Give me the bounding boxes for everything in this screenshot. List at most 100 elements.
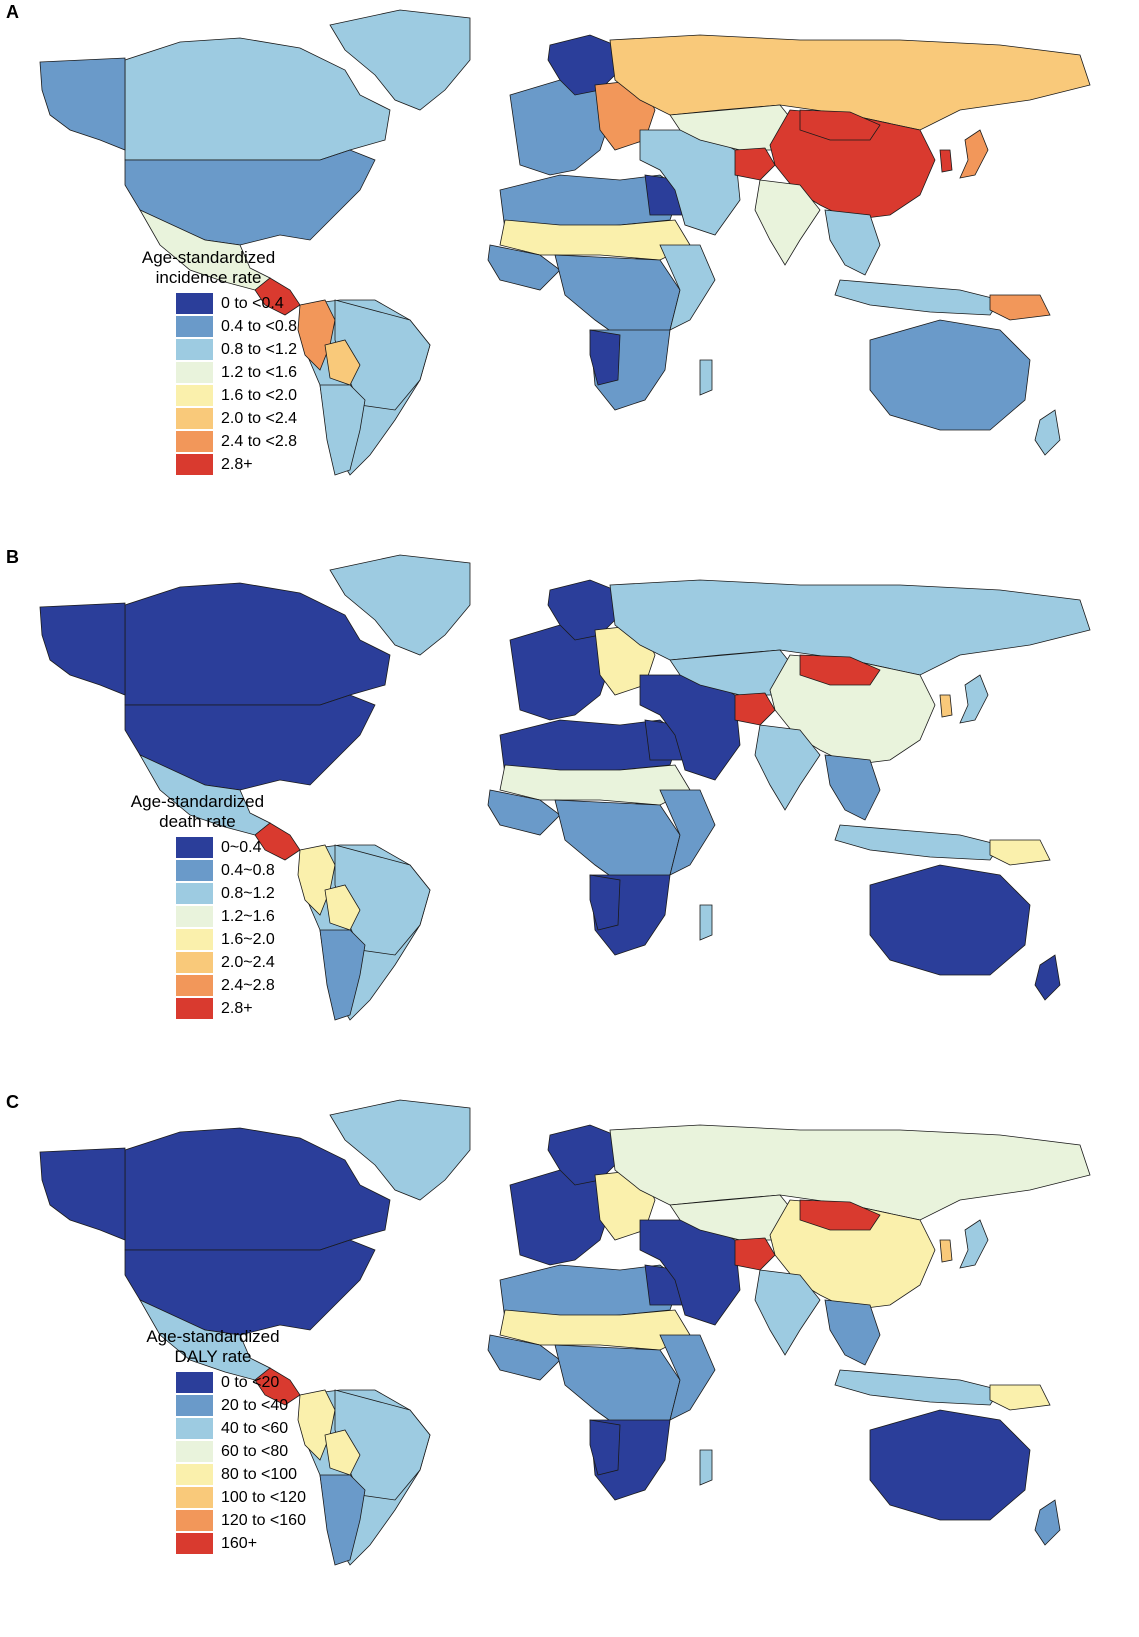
region-west-africa (487, 1334, 561, 1381)
region-namibia (589, 329, 621, 386)
legend-item: 2.4 to <2.8 (176, 430, 297, 453)
region-west-africa (487, 789, 561, 836)
region-namibia (589, 874, 621, 931)
legend-swatch (176, 1533, 213, 1554)
legend-label: 1.6~2.0 (221, 930, 275, 948)
legend-item: 60 to <80 (176, 1440, 306, 1463)
legend-label: 0 to <0.4 (221, 294, 284, 312)
region-australia (869, 864, 1031, 976)
legend-title-line-2: DALY rate (174, 1347, 252, 1366)
legend-swatch (176, 454, 213, 475)
legend-swatch (176, 975, 213, 996)
legend-label: 20 to <40 (221, 1396, 289, 1414)
legend-label: 100 to <120 (221, 1488, 306, 1506)
legend-item: 0~0.4 (176, 836, 275, 859)
legend-item: 1.2 to <1.6 (176, 361, 297, 384)
map-panel-c: C Age-standardized DALY rate 0 to <20 20 … (0, 1090, 1139, 1637)
region-png (989, 294, 1051, 321)
region-russia (609, 579, 1091, 676)
legend-swatch (176, 293, 213, 314)
legend-label: 2.4 to <2.8 (221, 432, 298, 450)
legend-item: 40 to <60 (176, 1417, 306, 1440)
region-new-zealand (1034, 1499, 1061, 1546)
map-panel-b: B Age-standardized death rate 0~0.4 0.4~0… (0, 545, 1139, 1090)
region-southern-cone (319, 384, 366, 476)
legend-swatch (176, 431, 213, 452)
region-europe-west (509, 624, 611, 721)
region-afghanistan (734, 147, 776, 181)
legend-label: 0~0.4 (221, 838, 262, 856)
region-southeast-asia (824, 209, 881, 276)
legend-item: 0 to <0.4 (176, 292, 297, 315)
legend-swatch (176, 1510, 213, 1531)
region-india (754, 179, 821, 266)
region-indonesia (834, 1369, 1001, 1406)
region-png (989, 839, 1051, 866)
region-afghanistan (734, 1237, 776, 1271)
legend: Age-standardized DALY rate 0 to <20 20 to… (120, 1327, 306, 1555)
legend: Age-standardized death rate 0~0.4 0.4~0.8… (120, 792, 275, 1020)
legend-item: 0.4~0.8 (176, 859, 275, 882)
region-southern-cone (319, 1474, 366, 1566)
region-japan (959, 674, 989, 724)
region-mongolia (799, 109, 881, 141)
legend-label: 0.8~1.2 (221, 884, 275, 902)
legend-label: 0.4 to <0.8 (221, 317, 298, 335)
legend-item: 2.8+ (176, 997, 275, 1020)
legend-item: 0 to <20 (176, 1371, 306, 1394)
region-southeast-asia (824, 754, 881, 821)
legend-title-line-1: Age-standardized (146, 1327, 280, 1346)
legend-label: 120 to <160 (221, 1511, 306, 1529)
region-southern-cone (319, 929, 366, 1021)
region-canada (124, 582, 391, 706)
legend-swatch (176, 1487, 213, 1508)
region-india (754, 724, 821, 811)
region-greenland (329, 554, 471, 656)
legend-item: 1.2~1.6 (176, 905, 275, 928)
region-canada (124, 1127, 391, 1251)
region-korea (939, 149, 953, 173)
panel-letter: C (6, 1092, 19, 1112)
legend-item: 20 to <40 (176, 1394, 306, 1417)
world-map (39, 1099, 1091, 1566)
region-bolivia (324, 884, 361, 931)
region-russia (609, 1124, 1091, 1221)
region-australia (869, 1409, 1031, 1521)
legend-item: 80 to <100 (176, 1463, 306, 1486)
region-afghanistan (734, 692, 776, 726)
panel-letter: A (6, 2, 19, 22)
region-bolivia (324, 339, 361, 386)
region-namibia (589, 1419, 621, 1476)
region-greenland (329, 9, 471, 111)
legend-item: 1.6 to <2.0 (176, 384, 297, 407)
region-alaska (39, 57, 126, 151)
panel-letter: B (6, 547, 19, 567)
legend-swatch (176, 883, 213, 904)
legend-swatch (176, 385, 213, 406)
legend-label: 2.0~2.4 (221, 953, 275, 971)
legend-item: 120 to <160 (176, 1509, 306, 1532)
legend-swatch (176, 1441, 213, 1462)
legend-swatch (176, 929, 213, 950)
legend-title: Age-standardized death rate (120, 792, 275, 832)
legend-label: 80 to <100 (221, 1465, 298, 1483)
region-korea (939, 694, 953, 718)
legend-title: Age-standardized incidence rate (120, 248, 297, 288)
legend-label: 160+ (221, 1534, 258, 1552)
region-greenland (329, 1099, 471, 1201)
region-japan (959, 1219, 989, 1269)
legend-item: 100 to <120 (176, 1486, 306, 1509)
legend-label: 2.8+ (221, 999, 253, 1017)
map-panel-a: A Age-standardized incidence rate 0 to <… (0, 0, 1139, 545)
legend-label: 1.2 to <1.6 (221, 363, 298, 381)
legend-title-line-1: Age-standardized (141, 248, 276, 267)
legend-label: 0.8 to <1.2 (221, 340, 298, 358)
region-europe-west (509, 1169, 611, 1266)
region-mongolia (799, 654, 881, 686)
legend-swatch (176, 1395, 213, 1416)
legend-item: 2.0~2.4 (176, 951, 275, 974)
legend-item: 2.0 to <2.4 (176, 407, 297, 430)
region-new-zealand (1034, 409, 1061, 456)
legend-label: 1.6 to <2.0 (221, 386, 298, 404)
legend-title-line-2: death rate (159, 812, 236, 831)
